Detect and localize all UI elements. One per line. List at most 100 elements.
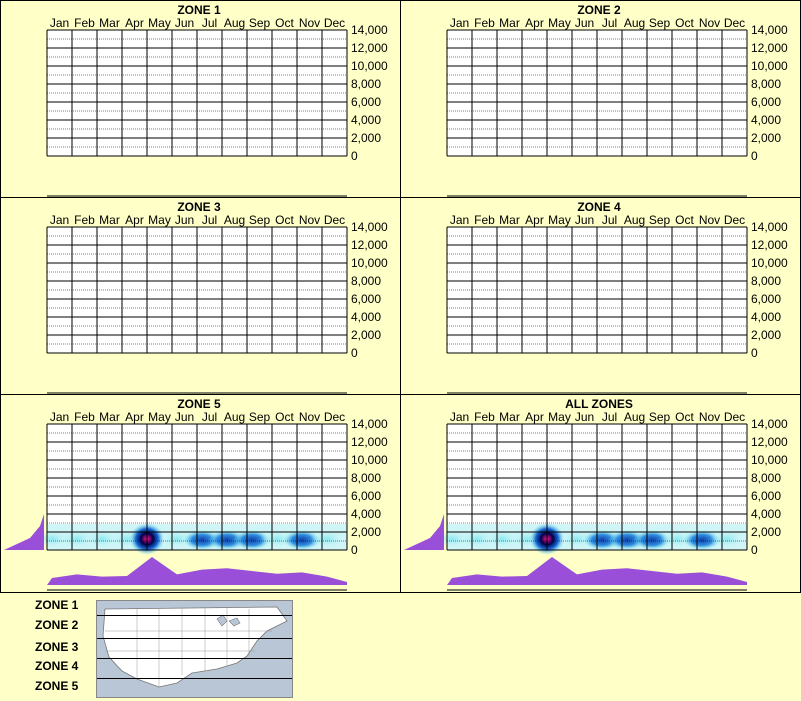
month-label-sep: Sep <box>249 16 271 30</box>
density-cell-mar <box>484 530 520 548</box>
month-label-nov: Nov <box>699 16 720 30</box>
y-tick-label: 0 <box>351 346 358 360</box>
month-label-apr: Apr <box>525 213 544 227</box>
month-label-dec: Dec <box>324 16 345 30</box>
chart-panel-zone-5: ZONE 5 Jan Feb Mar Apr May Jun Jul Aug Sep Oct Nov D… <box>4 397 388 591</box>
month-label-aug: Aug <box>624 213 645 227</box>
month-label-mar: Mar <box>99 213 120 227</box>
month-label-mar: Mar <box>99 16 120 30</box>
month-label-jan: Jan <box>450 16 469 30</box>
y-tick-label: 8,000 <box>351 471 381 485</box>
month-label-jan: Jan <box>50 410 69 424</box>
month-label-jul: Jul <box>202 410 217 424</box>
month-label-jan: Jan <box>50 16 69 30</box>
y-tick-label: 6,000 <box>351 95 381 109</box>
y-tick-label: 10,000 <box>751 59 788 73</box>
us-zone-map <box>96 600 293 698</box>
month-label-mar: Mar <box>499 213 520 227</box>
charts-area: ZONE 1 Jan Feb Mar Apr May Jun Jul Aug Sep Oct Nov D… <box>0 0 801 593</box>
y-tick-label: 2,000 <box>351 525 381 539</box>
month-label-may: May <box>548 410 571 424</box>
y-tick-label: 2,000 <box>751 131 781 145</box>
y-tick-label: 8,000 <box>751 471 781 485</box>
y-tick-label: 12,000 <box>751 41 788 55</box>
month-label-aug: Aug <box>624 16 645 30</box>
month-label-nov: Nov <box>299 213 320 227</box>
month-label-sep: Sep <box>649 16 671 30</box>
y-tick-label: 14,000 <box>751 220 788 234</box>
y-tick-label: 12,000 <box>351 41 388 55</box>
month-label-nov: Nov <box>299 410 320 424</box>
month-label-nov: Nov <box>699 410 720 424</box>
chart-panel-zone-2: ZONE 2 Jan Feb Mar Apr May Jun Jul Aug Sep Oct Nov D… <box>446 3 788 197</box>
month-label-sep: Sep <box>649 213 671 227</box>
y-tick-label: 10,000 <box>351 59 388 73</box>
month-label-feb: Feb <box>74 16 95 30</box>
month-label-oct: Oct <box>675 410 694 424</box>
month-label-feb: Feb <box>74 213 95 227</box>
month-label-feb: Feb <box>74 410 95 424</box>
month-label-jul: Jul <box>602 16 617 30</box>
y-tick-label: 4,000 <box>751 113 781 127</box>
month-label-oct: Oct <box>675 213 694 227</box>
month-label-jun: Jun <box>175 213 194 227</box>
y-tick-label: 0 <box>351 543 358 557</box>
month-label-sep: Sep <box>249 213 271 227</box>
chart-title: ZONE 3 <box>177 200 221 214</box>
month-label-jan: Jan <box>450 410 469 424</box>
month-label-nov: Nov <box>299 16 320 30</box>
month-label-jul: Jul <box>602 213 617 227</box>
month-label-dec: Dec <box>324 410 345 424</box>
month-label-may: May <box>548 16 571 30</box>
y-tick-label: 8,000 <box>351 274 381 288</box>
chart-panel-zone-3: ZONE 3 Jan Feb Mar Apr May Jun Jul Aug Sep Oct Nov D… <box>46 200 388 394</box>
month-label-dec: Dec <box>724 213 745 227</box>
y-tick-label: 10,000 <box>751 256 788 270</box>
month-label-oct: Oct <box>275 213 294 227</box>
y-tick-label: 10,000 <box>351 453 388 467</box>
monthly-profile <box>47 557 347 585</box>
y-tick-label: 14,000 <box>751 417 788 431</box>
y-tick-label: 8,000 <box>751 77 781 91</box>
monthly-profile <box>447 557 747 585</box>
y-tick-label: 6,000 <box>751 292 781 306</box>
y-tick-label: 0 <box>751 346 758 360</box>
y-tick-label: 4,000 <box>751 507 781 521</box>
zone-label-4: ZONE 4 <box>35 659 79 673</box>
month-label-apr: Apr <box>525 16 544 30</box>
month-label-may: May <box>148 16 171 30</box>
month-label-oct: Oct <box>675 16 694 30</box>
chart-title: ALL ZONES <box>565 397 633 411</box>
y-tick-label: 14,000 <box>351 417 388 431</box>
chart-panel-all-zones: ALL ZONES Jan Feb Mar Apr May Jun Jul Aug Sep Oct N… <box>404 397 788 591</box>
month-label-apr: Apr <box>125 410 144 424</box>
y-tick-label: 2,000 <box>751 328 781 342</box>
month-label-jan: Jan <box>50 213 69 227</box>
month-label-may: May <box>148 410 171 424</box>
zone-label-2: ZONE 2 <box>35 618 79 632</box>
month-label-jul: Jul <box>202 16 217 30</box>
y-tick-label: 10,000 <box>351 256 388 270</box>
y-tick-label: 0 <box>351 149 358 163</box>
month-label-jun: Jun <box>575 410 594 424</box>
month-label-dec: Dec <box>324 213 345 227</box>
month-label-sep: Sep <box>249 410 271 424</box>
y-tick-label: 6,000 <box>351 292 381 306</box>
y-tick-label: 4,000 <box>351 507 381 521</box>
month-label-jan: Jan <box>450 213 469 227</box>
month-label-jun: Jun <box>175 410 194 424</box>
y-tick-label: 6,000 <box>751 489 781 503</box>
y-tick-label: 12,000 <box>751 435 788 449</box>
month-label-may: May <box>548 213 571 227</box>
y-tick-label: 14,000 <box>351 23 388 37</box>
y-tick-label: 14,000 <box>351 220 388 234</box>
month-label-oct: Oct <box>275 16 294 30</box>
y-tick-label: 0 <box>751 543 758 557</box>
y-tick-label: 2,000 <box>751 525 781 539</box>
chart-title: ZONE 2 <box>577 3 621 17</box>
y-tick-label: 6,000 <box>751 95 781 109</box>
month-label-dec: Dec <box>724 16 745 30</box>
map-graphic <box>97 601 292 697</box>
month-label-aug: Aug <box>224 410 245 424</box>
density-cell-feb <box>459 530 495 548</box>
